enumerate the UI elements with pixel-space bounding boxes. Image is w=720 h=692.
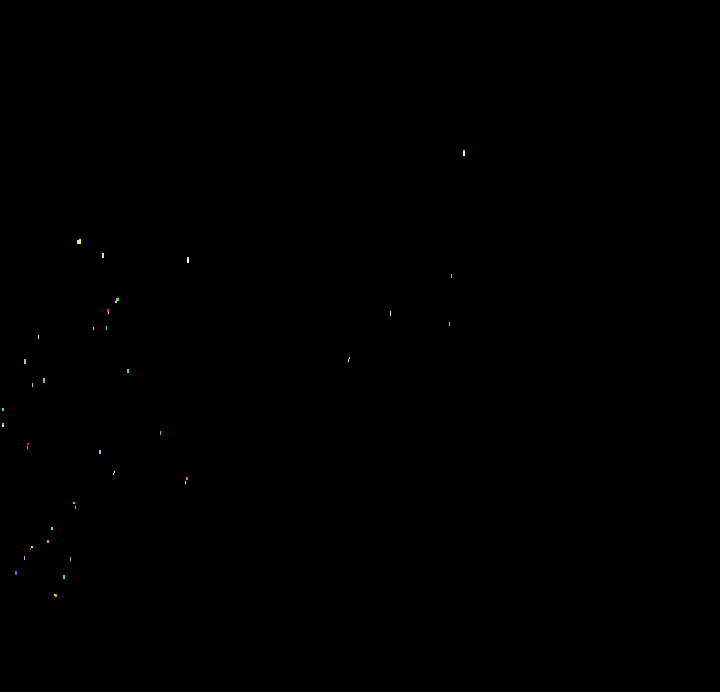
star	[79, 239, 81, 244]
star	[55, 594, 57, 597]
star	[187, 259, 189, 263]
star	[348, 359, 349, 362]
star	[390, 311, 391, 313]
star	[349, 357, 350, 359]
star	[2, 408, 4, 411]
star	[451, 274, 452, 278]
star	[106, 326, 107, 330]
star	[30, 548, 31, 550]
star	[187, 257, 189, 259]
star	[463, 150, 465, 152]
star	[107, 309, 109, 312]
star	[449, 322, 450, 326]
star	[108, 312, 109, 314]
star	[186, 477, 188, 480]
star	[75, 506, 76, 509]
star	[463, 152, 465, 156]
star	[43, 378, 45, 381]
star	[390, 313, 391, 316]
star	[160, 431, 161, 435]
star	[24, 556, 25, 560]
star	[27, 446, 28, 449]
star	[38, 335, 39, 339]
star	[127, 369, 129, 373]
star	[51, 527, 53, 530]
star	[2, 425, 4, 427]
star	[63, 575, 65, 579]
star	[99, 450, 101, 454]
star	[77, 240, 79, 244]
star	[114, 471, 115, 473]
star	[47, 540, 49, 543]
star	[115, 301, 117, 303]
star	[93, 327, 94, 330]
star	[27, 443, 29, 445]
star	[116, 298, 119, 301]
star	[70, 557, 71, 561]
star	[102, 253, 104, 258]
star	[54, 594, 55, 596]
star	[113, 473, 114, 475]
star	[185, 481, 186, 484]
star	[15, 571, 17, 575]
star	[2, 423, 4, 425]
star	[43, 381, 45, 383]
star	[32, 383, 33, 387]
star	[73, 502, 75, 504]
star	[31, 546, 33, 548]
star	[24, 359, 26, 364]
